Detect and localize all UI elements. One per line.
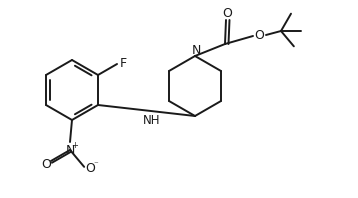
Text: O: O (85, 162, 95, 175)
Text: N: N (65, 144, 75, 156)
Text: N: N (191, 44, 201, 56)
Text: +: + (72, 141, 78, 149)
Text: ⁻: ⁻ (94, 160, 98, 169)
Text: O: O (41, 159, 51, 171)
Text: NH: NH (143, 114, 160, 127)
Text: O: O (222, 7, 232, 19)
Text: F: F (120, 56, 127, 69)
Text: O: O (254, 29, 264, 42)
